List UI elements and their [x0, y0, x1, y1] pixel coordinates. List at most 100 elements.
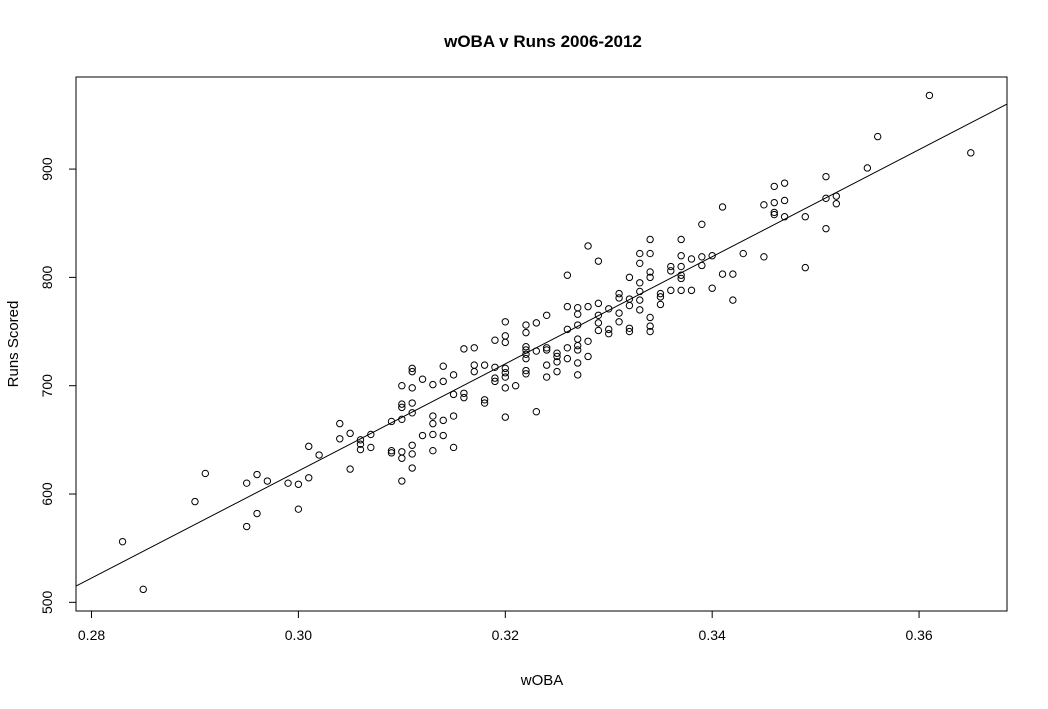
data-point	[770, 210, 778, 219]
data-point	[470, 361, 478, 369]
data-point	[305, 442, 313, 451]
data-point	[346, 429, 354, 438]
data-point	[770, 208, 778, 217]
data-point	[398, 477, 406, 485]
data-point	[646, 327, 654, 336]
data-point	[698, 261, 706, 270]
data-point	[667, 286, 675, 295]
x-tick-label: 0.30	[285, 627, 312, 643]
data-point	[242, 479, 251, 487]
data-point	[770, 198, 778, 207]
data-point	[636, 279, 644, 287]
data-point	[542, 346, 551, 354]
data-point	[677, 252, 685, 260]
data-point	[522, 346, 530, 354]
data-point	[522, 350, 530, 358]
data-point	[636, 296, 644, 304]
data-point	[305, 474, 313, 482]
data-point	[367, 443, 375, 452]
data-point	[553, 352, 561, 361]
data-point	[780, 196, 789, 205]
data-point	[822, 172, 830, 181]
data-point	[708, 284, 716, 292]
data-point	[346, 465, 354, 473]
data-point	[294, 480, 303, 488]
x-tick-label: 0.34	[699, 627, 726, 643]
data-point	[491, 336, 499, 344]
data-point	[646, 235, 654, 244]
y-axis: 500 600 700 800 900	[39, 157, 77, 614]
data-point	[139, 585, 147, 594]
data-point	[615, 309, 623, 317]
data-point	[574, 346, 582, 354]
x-tick-label: 0.28	[78, 627, 105, 643]
data-point	[656, 289, 665, 298]
data-point	[522, 321, 530, 329]
data-point	[201, 469, 210, 478]
data-point	[501, 318, 509, 326]
data-point	[615, 294, 623, 302]
y-tick-label: 500	[39, 590, 55, 614]
data-point	[677, 274, 685, 283]
data-point	[698, 220, 706, 229]
data-point	[801, 213, 809, 221]
trend-line	[75, 103, 1008, 587]
data-point	[656, 293, 665, 301]
data-point	[677, 262, 685, 271]
data-point	[522, 328, 530, 337]
data-point	[501, 332, 509, 340]
data-point	[563, 302, 572, 311]
data-point	[522, 354, 530, 363]
data-point	[387, 446, 396, 455]
data-point	[542, 311, 551, 319]
data-point	[398, 448, 406, 456]
data-point	[429, 419, 437, 428]
data-point	[636, 287, 644, 296]
data-point	[522, 366, 530, 375]
data-point	[542, 361, 551, 369]
data-point	[439, 377, 447, 386]
data-point	[408, 384, 416, 392]
data-point	[584, 352, 592, 361]
data-point	[553, 367, 561, 376]
data-point	[667, 267, 675, 275]
data-point	[501, 413, 509, 421]
data-point	[542, 344, 551, 352]
data-point	[522, 370, 530, 378]
data-point	[605, 305, 613, 313]
data-point	[356, 440, 365, 448]
data-point	[708, 252, 716, 260]
data-point	[470, 367, 478, 376]
data-point	[356, 436, 365, 444]
data-point	[439, 362, 447, 370]
data-point	[594, 319, 603, 327]
data-point	[408, 399, 416, 407]
data-point	[387, 417, 396, 426]
x-tick-label: 0.36	[905, 627, 932, 643]
data-point	[118, 537, 127, 546]
data-point	[801, 263, 809, 272]
data-point	[687, 255, 696, 263]
data-point	[418, 431, 427, 440]
data-point	[242, 522, 251, 531]
chart-title: wOBA v Runs 2006-2012	[443, 32, 642, 51]
data-point	[553, 349, 561, 357]
data-point	[356, 445, 365, 454]
data-point	[594, 326, 603, 335]
x-tick-label: 0.32	[492, 627, 519, 643]
data-point	[605, 330, 613, 338]
data-point	[667, 262, 675, 271]
data-point	[491, 374, 499, 382]
data-point	[656, 300, 665, 309]
data-point	[832, 192, 841, 200]
data-point	[646, 322, 654, 330]
data-point	[729, 296, 737, 304]
data-point	[574, 359, 582, 367]
data-point	[563, 344, 572, 352]
data-point	[501, 369, 509, 377]
data-point	[574, 341, 582, 350]
data-point	[729, 270, 737, 278]
data-point	[584, 242, 592, 250]
plot-frame	[75, 76, 1008, 612]
data-point	[760, 253, 768, 261]
